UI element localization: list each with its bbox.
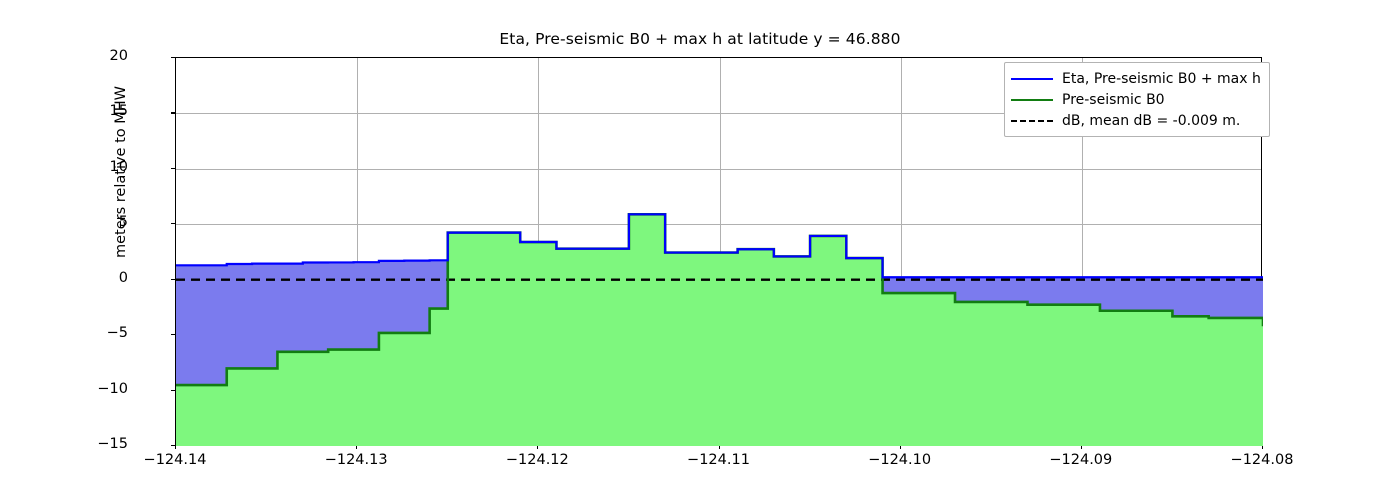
x-axis-tick-mark — [356, 445, 358, 449]
gridline-horizontal — [176, 168, 1261, 170]
x-axis-tick-label: −124.13 — [324, 452, 388, 468]
legend-line-swatch-blue-icon — [1011, 72, 1053, 86]
x-axis-tick-label: −124.12 — [505, 452, 569, 468]
y-axis-tick-mark — [171, 112, 175, 114]
x-axis-tick-label: −124.08 — [1230, 452, 1294, 468]
x-axis-tick-label: −124.11 — [687, 452, 750, 468]
x-axis-tick-label: −124.10 — [868, 452, 932, 468]
legend: Eta, Pre-seismic B0 + max h Pre-seismic … — [1004, 62, 1270, 137]
y-axis-tick-label: 20 — [109, 48, 128, 64]
legend-label-eta: Eta, Pre-seismic B0 + max h — [1062, 70, 1261, 87]
chart-canvas — [176, 213, 1263, 446]
legend-line-swatch-dashed-icon — [1011, 114, 1053, 128]
gridline-vertical — [900, 58, 902, 444]
y-axis-tick-mark — [171, 57, 175, 59]
y-axis-tick-label: −5 — [106, 325, 128, 342]
legend-label-b0: Pre-seismic B0 — [1062, 91, 1165, 108]
x-axis-tick-mark — [1080, 445, 1082, 449]
legend-line-swatch-green-icon — [1011, 93, 1053, 107]
gridline-horizontal — [176, 113, 1261, 115]
gridline-vertical — [719, 58, 721, 444]
x-axis-tick-mark — [175, 445, 177, 449]
y-axis-tick-label: 15 — [109, 103, 128, 120]
x-axis-tick-mark — [1262, 445, 1264, 449]
gridline-horizontal — [176, 224, 1261, 226]
y-axis-tick-label: 10 — [109, 158, 128, 175]
y-axis-tick-mark — [171, 223, 175, 225]
y-axis-tick-label: −10 — [97, 380, 128, 397]
y-axis-tick-mark — [171, 278, 175, 280]
y-axis-tick-label: 5 — [118, 214, 128, 231]
y-axis-tick-label: −15 — [97, 436, 128, 452]
y-axis-tick-mark — [171, 389, 175, 391]
gridline-vertical — [1081, 58, 1083, 444]
x-axis-tick-mark — [899, 445, 901, 449]
gridline-vertical — [357, 58, 359, 444]
legend-item-db: dB, mean dB = -0.009 m. — [1011, 110, 1261, 131]
eta-step-line — [176, 213, 1263, 279]
y-axis-tick-mark — [171, 334, 175, 336]
x-axis-tick-label: −124.09 — [1049, 452, 1113, 468]
chart-title: Eta, Pre-seismic B0 + max h at latitude … — [499, 30, 901, 48]
legend-item-eta: Eta, Pre-seismic B0 + max h — [1011, 68, 1261, 89]
y-axis-tick-label: 0 — [118, 269, 128, 286]
legend-label-db: dB, mean dB = -0.009 m. — [1062, 112, 1241, 129]
x-axis-tick-mark — [537, 445, 539, 449]
x-axis-tick-mark — [718, 445, 720, 449]
legend-item-b0: Pre-seismic B0 — [1011, 89, 1261, 110]
y-axis-tick-mark — [171, 167, 175, 169]
y-axis-tick-mark — [171, 445, 175, 447]
x-axis-tick-label: −124.14 — [143, 452, 207, 468]
